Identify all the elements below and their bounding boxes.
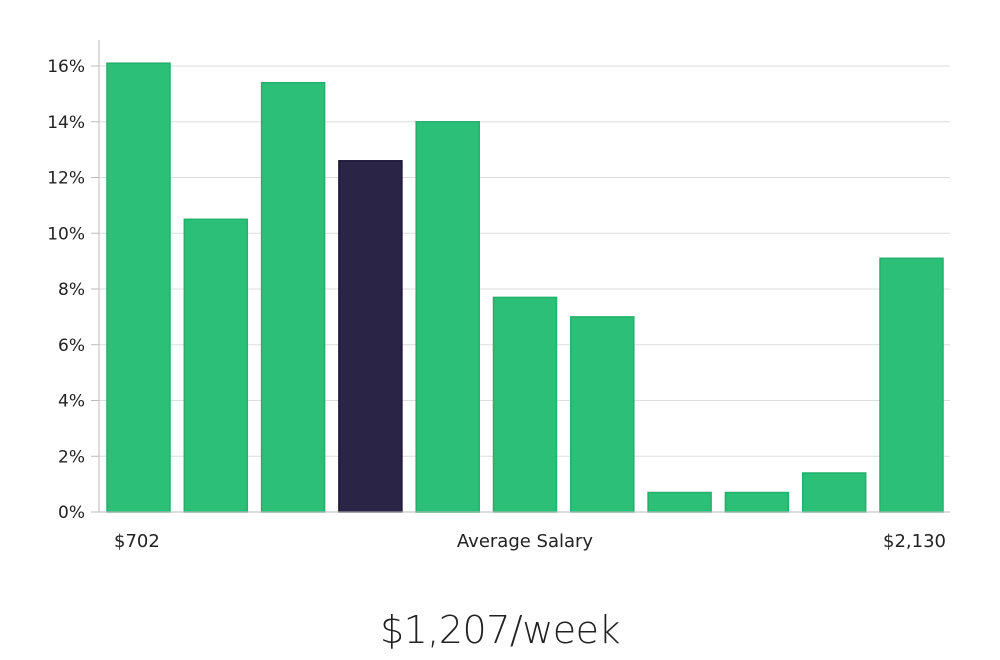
bar xyxy=(492,296,558,513)
y-tick-label: 6% xyxy=(58,336,85,356)
x-min-label: $702 xyxy=(114,531,160,552)
x-axis-title: Average Salary xyxy=(457,531,594,552)
y-tick-label: 16% xyxy=(47,57,85,77)
y-tick-label: 4% xyxy=(58,392,85,412)
bar xyxy=(724,491,790,513)
bar xyxy=(106,62,171,513)
bar xyxy=(570,316,635,513)
y-tick-label: 2% xyxy=(58,447,85,467)
bar xyxy=(183,218,249,513)
bar xyxy=(260,81,326,513)
bar-highlighted xyxy=(338,160,403,513)
average-salary-value: $1,207/week xyxy=(379,608,621,652)
salary-histogram: 0% 2% 4% 6% 8% 10% 12% 14% 16% $702 Average Sala… xyxy=(47,40,950,552)
bar xyxy=(879,257,944,513)
bar xyxy=(647,491,712,513)
bars xyxy=(106,62,944,513)
y-tick-label: 8% xyxy=(58,280,85,300)
y-axis: 0% 2% 4% 6% 8% 10% 12% 14% 16% xyxy=(47,57,99,523)
bar xyxy=(415,121,480,513)
y-tick-label: 14% xyxy=(47,113,85,133)
bar xyxy=(801,472,867,513)
y-tick-label: 10% xyxy=(47,224,85,244)
y-tick-label: 12% xyxy=(47,169,85,189)
y-tick-label: 0% xyxy=(58,503,85,523)
x-max-label: $2,130 xyxy=(883,531,946,552)
